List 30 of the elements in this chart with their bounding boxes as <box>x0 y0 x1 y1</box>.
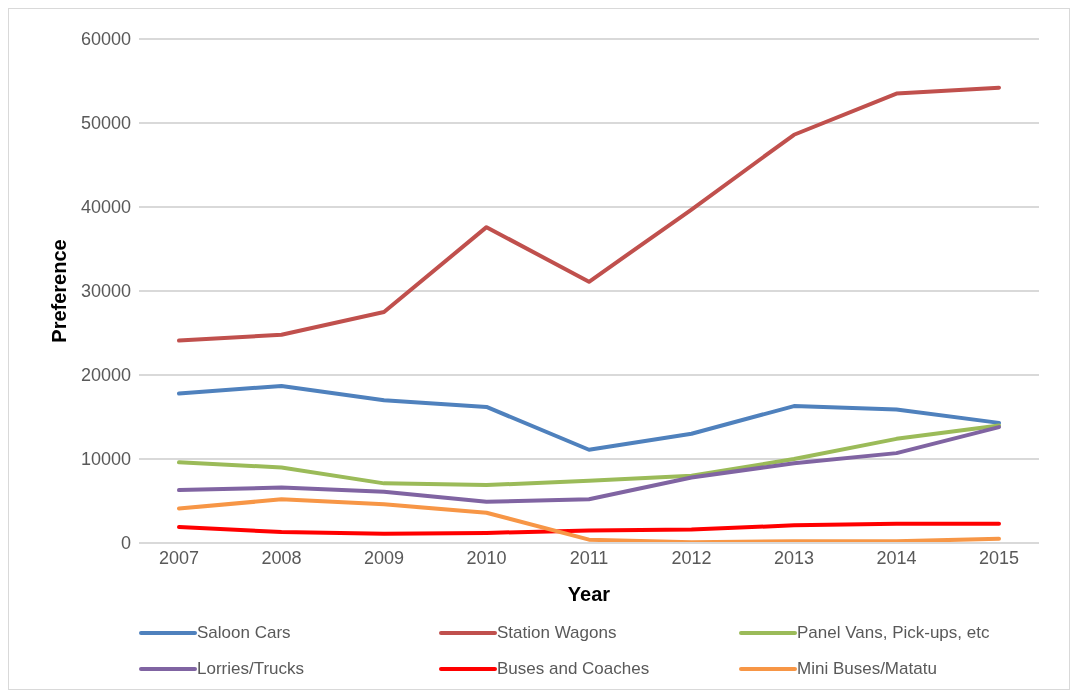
y-axis-title: Preference <box>48 239 71 343</box>
legend-label: Buses and Coaches <box>497 659 650 679</box>
x-tick-label: 2014 <box>876 547 917 568</box>
x-tick-label: 2007 <box>158 547 200 568</box>
y-tick-label: 30000 <box>80 281 131 302</box>
line-series <box>177 425 1001 504</box>
x-tick-label: 2011 <box>569 547 609 568</box>
y-tick-label: 10000 <box>80 449 131 470</box>
x-tick-label: 2012 <box>671 547 712 568</box>
x-tick-label: 2008 <box>261 547 302 568</box>
y-tick-label: 40000 <box>80 197 131 218</box>
y-tick-label: 60000 <box>80 29 131 50</box>
legend-label: Saloon Cars <box>197 623 291 643</box>
line-series <box>177 85 1001 343</box>
line-series <box>177 497 1001 543</box>
y-tick-label: 50000 <box>80 113 131 134</box>
legend-label: Lorries/Trucks <box>197 659 305 679</box>
legend-label: Station Wagons <box>497 623 617 643</box>
y-tick-label: 0 <box>120 533 131 554</box>
x-tick-label: 2013 <box>773 547 815 568</box>
legend-label: Panel Vans, Pick-ups, etc <box>797 623 990 643</box>
line-series <box>177 423 1001 488</box>
x-tick-label: 2010 <box>466 547 507 568</box>
x-tick-label: 2009 <box>363 547 405 568</box>
line-series <box>177 521 1001 536</box>
x-tick-label: 2015 <box>978 547 1020 568</box>
legend-label: Mini Buses/Matatu <box>797 659 937 679</box>
x-axis-title: Year <box>567 583 611 605</box>
y-tick-label: 20000 <box>80 365 131 386</box>
line-series <box>177 383 1001 452</box>
